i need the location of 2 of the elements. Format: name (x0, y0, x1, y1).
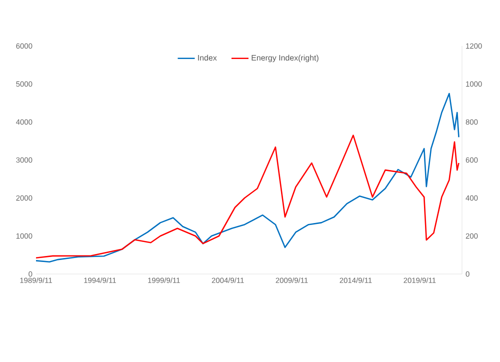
line-series (36, 134, 460, 258)
line-series (36, 92, 460, 262)
